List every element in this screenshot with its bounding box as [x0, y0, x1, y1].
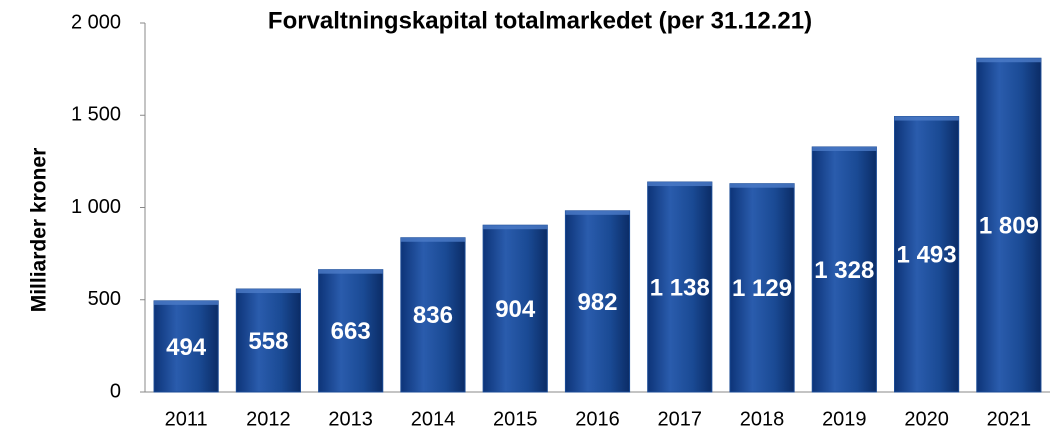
bar	[811, 146, 877, 393]
bar	[894, 116, 960, 393]
x-tick-label: 2021	[987, 408, 1032, 430]
bar	[153, 300, 219, 393]
y-tick-label: 1 000	[71, 196, 121, 218]
bar	[976, 57, 1042, 393]
value-label: 494	[166, 334, 207, 361]
bar-bevel	[647, 182, 712, 187]
x-tick-label: 2015	[493, 408, 538, 430]
bar	[235, 288, 301, 393]
value-label: 836	[413, 302, 453, 329]
bar-bevel	[236, 289, 301, 294]
x-tick-label: 2012	[246, 408, 291, 430]
bar-bevel	[976, 58, 1041, 63]
y-tick-label: 0	[110, 380, 121, 402]
y-tick-label: 500	[88, 288, 121, 310]
bar-bevel	[565, 210, 630, 215]
x-tick-label: 2017	[658, 408, 703, 430]
bar	[729, 183, 795, 393]
bar-bevel	[154, 300, 219, 305]
value-label: 663	[331, 318, 371, 345]
x-tick-label: 2016	[575, 408, 620, 430]
value-label: 1 138	[650, 274, 710, 301]
value-label: 1 129	[732, 275, 792, 302]
bar	[564, 210, 631, 393]
bar-bevel	[400, 237, 466, 242]
bar-bevel	[729, 183, 795, 188]
bar-bevel	[483, 225, 548, 230]
x-tick-label: 2020	[904, 408, 949, 430]
x-tick-label: 2011	[165, 408, 208, 430]
bar-bevel	[318, 269, 383, 274]
value-label: 904	[495, 296, 536, 323]
bar-bevel	[894, 116, 959, 121]
value-label: 982	[577, 289, 617, 316]
bar	[400, 237, 466, 393]
bar	[482, 224, 548, 393]
x-tick-label: 2018	[740, 408, 785, 430]
value-label: 1 328	[814, 257, 874, 284]
y-tick-label: 2 000	[71, 11, 121, 33]
value-label: 558	[248, 328, 288, 355]
value-label: 1 493	[897, 242, 957, 269]
x-tick-label: 2013	[328, 408, 373, 430]
bar-bevel	[812, 146, 877, 151]
x-tick-label: 2014	[411, 408, 456, 430]
bar	[318, 269, 384, 393]
bar	[647, 181, 713, 393]
value-label: 1 809	[979, 212, 1039, 239]
x-tick-label: 2019	[822, 408, 867, 430]
y-axis-label: Milliarder kroner	[28, 148, 51, 313]
chart-title: Forvaltningskapital totalmarkedet (per 3…	[268, 7, 812, 34]
y-tick-label: 1 500	[71, 104, 121, 126]
